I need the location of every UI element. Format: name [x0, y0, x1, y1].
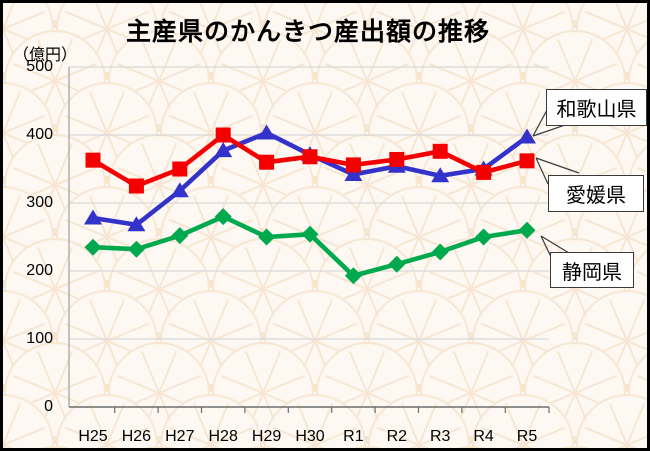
legend-pointer-line: [535, 157, 549, 185]
marker-wakayama-R1: [344, 165, 363, 181]
y-tick-label-100: 100: [26, 330, 53, 347]
marker-wakayama-H29: [257, 124, 276, 140]
marker-ehime-R3: [432, 143, 448, 159]
y-tick-label-300: 300: [26, 194, 53, 211]
legend-label-shizuoka: 静岡県: [550, 252, 634, 288]
citrus-slice-icon: [3, 394, 54, 448]
marker-wakayama-H27: [170, 182, 189, 198]
y-tick-label-400: 400: [26, 126, 53, 143]
legend-pointer-line: [532, 123, 569, 137]
y-tick-label-200: 200: [26, 262, 53, 279]
marker-wakayama-H26: [127, 216, 146, 232]
marker-shizuoka-H30: [301, 225, 319, 243]
x-tick-label-H27: H27: [165, 428, 195, 445]
x-tick-label-R1: R1: [343, 428, 364, 445]
marker-wakayama-R3: [431, 167, 450, 183]
citrus-slice-icon: [264, 394, 366, 448]
citrus-slice-icon: [472, 394, 574, 448]
marker-shizuoka-H28: [214, 208, 232, 226]
x-tick-label-R5: R5: [516, 428, 538, 445]
citrus-slice-icon: [560, 446, 590, 448]
chart-title: 主産県のかんきつ産出額の推移: [125, 18, 490, 46]
marker-shizuoka-H27: [171, 227, 189, 245]
y-tick-label-0: 0: [44, 398, 53, 415]
series-shizuoka: [84, 208, 536, 285]
x-tick-label-H28: H28: [208, 428, 238, 445]
citrus-slice-icon: [576, 394, 647, 448]
marker-ehime-R4: [476, 164, 492, 180]
marker-wakayama-H25: [84, 209, 102, 225]
plot-area: [68, 66, 580, 413]
citrus-slice-icon: [248, 446, 278, 448]
legend-pointer-line: [540, 235, 570, 254]
x-tick-label-H30: H30: [295, 428, 325, 445]
citrus-slice-icon: [160, 394, 262, 448]
marker-ehime-H28: [215, 127, 231, 143]
marker-wakayama-H28: [214, 142, 233, 158]
marker-shizuoka-R1: [344, 267, 362, 285]
marker-shizuoka-H29: [258, 228, 276, 246]
marker-ehime-H29: [259, 154, 275, 170]
citrus-slice-icon: [40, 446, 70, 448]
x-tick-label-H26: H26: [121, 428, 152, 445]
marker-shizuoka-R4: [475, 228, 493, 246]
citrus-slice-icon: [144, 446, 174, 448]
citrus-slice-icon: [368, 394, 470, 448]
series-line-shizuoka: [92, 214, 528, 279]
y-axis-unit-label: （億円）: [13, 47, 78, 64]
citrus-slice-icon: [56, 394, 158, 448]
marker-ehime-H27: [172, 161, 188, 177]
marker-wakayama-R5: [518, 128, 536, 144]
marker-ehime-R5: [519, 153, 535, 169]
x-tick-label-R2: R2: [386, 428, 408, 445]
legend-pointer-line: [532, 109, 548, 137]
marker-ehime-R1: [345, 157, 361, 173]
y-tick-label-500: 500: [26, 58, 53, 75]
legend-pointer-line: [535, 157, 580, 174]
x-tick-label-R4: R4: [473, 428, 494, 445]
x-tick-label-R3: R3: [429, 428, 451, 445]
marker-shizuoka-H25: [84, 238, 102, 256]
marker-shizuoka-R3: [431, 243, 449, 261]
marker-ehime-H25: [85, 152, 101, 168]
marker-ehime-H30: [302, 149, 318, 165]
marker-shizuoka-H26: [127, 240, 145, 258]
marker-shizuoka-R5: [518, 221, 536, 239]
legend-label-wakayama: 和歌山県: [546, 89, 647, 126]
legend-label-ehime: 愛媛県: [548, 175, 644, 212]
citrus-slice-icon: [352, 446, 382, 448]
series-ehime: [85, 127, 535, 194]
marker-ehime-H26: [128, 178, 144, 194]
x-tick-label-H25: H25: [78, 428, 108, 445]
citrus-slice-icon: [456, 446, 486, 448]
marker-ehime-R2: [389, 151, 405, 167]
marker-shizuoka-R2: [388, 255, 406, 273]
x-tick-label-H29: H29: [251, 428, 282, 445]
